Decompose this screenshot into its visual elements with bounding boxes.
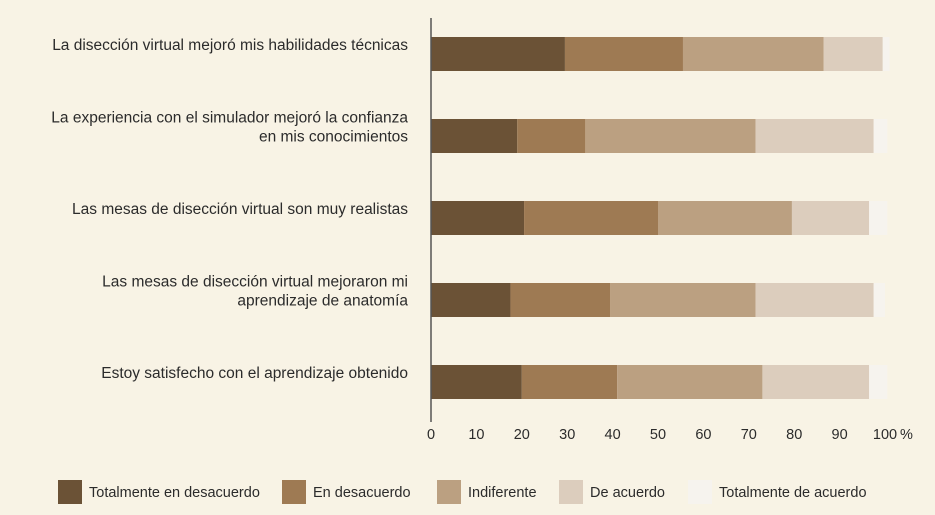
legend-swatch — [282, 480, 306, 504]
bar-segment — [431, 201, 525, 235]
legend-item: Indiferente — [437, 480, 537, 504]
legend-item: Totalmente en desacuerdo — [58, 480, 260, 504]
legend-swatch — [559, 480, 583, 504]
bar-segment — [521, 365, 618, 399]
category-label: en mis conocimientos — [259, 129, 408, 146]
x-tick-label: 90 — [832, 427, 848, 443]
category-label: La experiencia con el simulador mejoró l… — [51, 110, 408, 127]
bar-segment — [869, 365, 888, 399]
category-label: Las mesas de disección virtual mejoraron… — [102, 274, 408, 291]
legend-label: Totalmente en desacuerdo — [89, 485, 260, 501]
bar-segment — [755, 119, 874, 153]
bar-segment — [762, 365, 870, 399]
x-tick-label: 0 — [427, 427, 435, 443]
category-label: aprendizaje de anatomía — [237, 293, 408, 310]
legend-item: De acuerdo — [559, 480, 665, 504]
legend-item: En desacuerdo — [282, 480, 411, 504]
legend-item: Totalmente de acuerdo — [688, 480, 867, 504]
bar-segment — [873, 119, 888, 153]
bar-segment — [431, 119, 518, 153]
bar-segment — [510, 283, 611, 317]
bar-segment — [585, 119, 756, 153]
x-tick-label: 80 — [786, 427, 802, 443]
legend-label: En desacuerdo — [313, 485, 411, 501]
bar-segment — [431, 283, 511, 317]
bar-segment — [517, 119, 586, 153]
bar-segment — [617, 365, 763, 399]
legend-swatch — [58, 480, 82, 504]
x-tick-label: 20 — [514, 427, 530, 443]
bar-segment — [524, 201, 658, 235]
bar-segment — [564, 37, 683, 71]
legend-swatch — [437, 480, 461, 504]
x-tick-label: 70 — [741, 427, 757, 443]
bar-segment — [755, 283, 874, 317]
bar-segment — [610, 283, 756, 317]
bar-segment — [791, 201, 870, 235]
x-tick-label: 40 — [605, 427, 621, 443]
x-tick-label: 100 — [873, 427, 897, 443]
category-label: Las mesas de disección virtual son muy r… — [72, 201, 408, 218]
bar-segment — [882, 37, 890, 71]
legend-label: De acuerdo — [590, 485, 665, 501]
bar-segment — [658, 201, 792, 235]
bar-segment — [431, 37, 565, 71]
legend-label: Totalmente de acuerdo — [719, 485, 867, 501]
x-tick-label: 60 — [695, 427, 711, 443]
bar-segment — [823, 37, 883, 71]
x-unit-label: % — [900, 427, 913, 443]
bar-segment — [873, 283, 885, 317]
category-label: Estoy satisfecho con el aprendizaje obte… — [101, 365, 408, 382]
category-label: La disección virtual mejoró mis habilida… — [52, 37, 408, 54]
legend-swatch — [688, 480, 712, 504]
bar-segment — [869, 201, 888, 235]
legend-label: Indiferente — [468, 485, 537, 501]
x-tick-label: 30 — [559, 427, 575, 443]
bar-segment — [431, 365, 522, 399]
x-tick-label: 10 — [468, 427, 484, 443]
bar-segment — [682, 37, 824, 71]
x-tick-label: 50 — [650, 427, 666, 443]
